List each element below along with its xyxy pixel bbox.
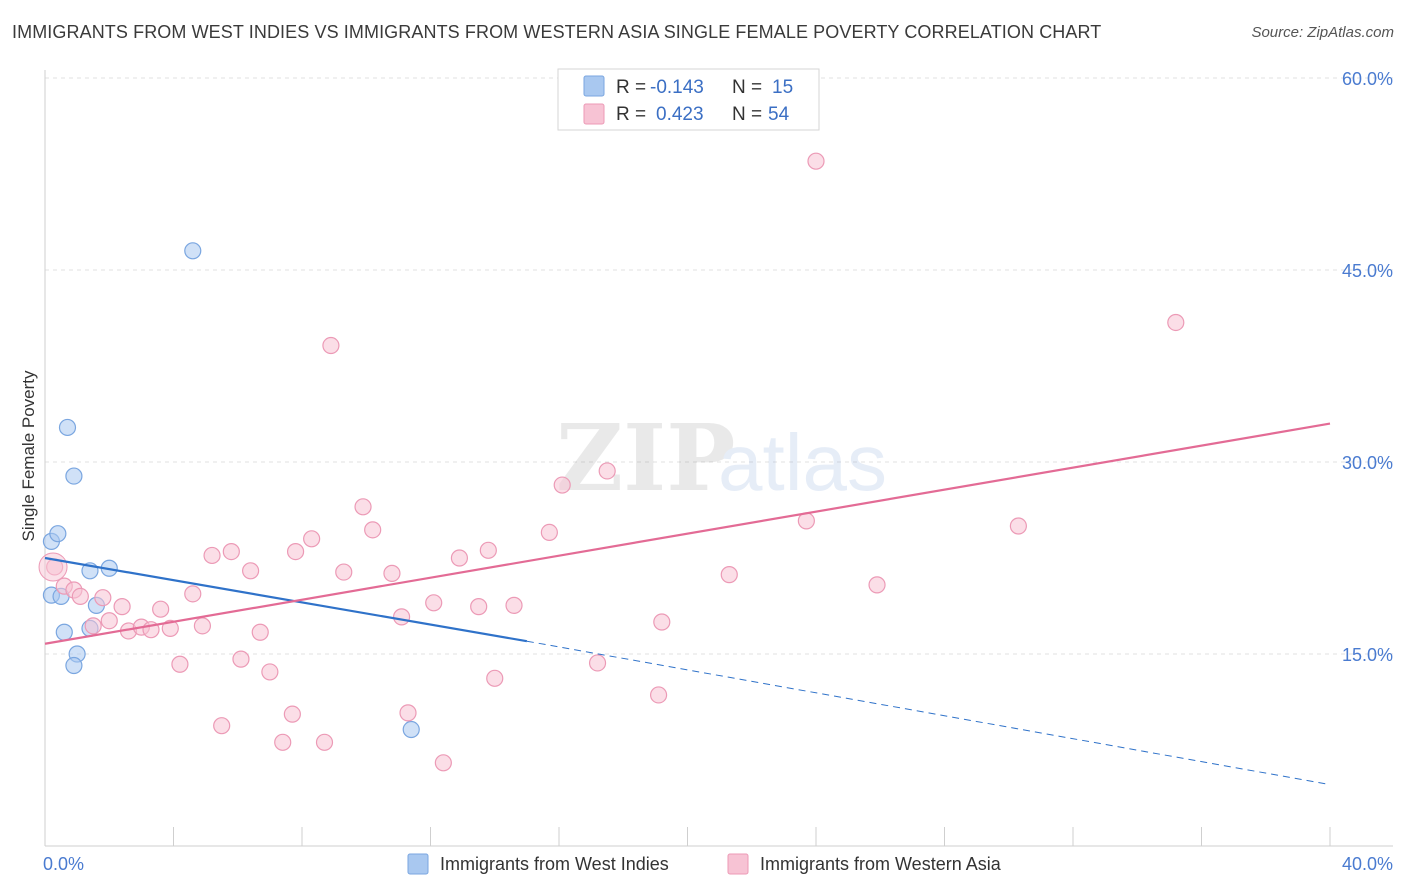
western-asia-point-29 [335, 563, 353, 581]
western-asia-point-23 [274, 733, 292, 751]
watermark-zip: ZIP [556, 404, 735, 512]
western-asia-cluster-point [38, 552, 68, 582]
western-asia-point-19 [232, 650, 250, 668]
west-indies-point-4 [58, 418, 77, 437]
western-asia-point-43 [553, 476, 571, 494]
western-asia-point-4 [84, 617, 102, 635]
western-asia-point-12 [161, 619, 179, 638]
western-asia-point-24 [283, 705, 301, 723]
western-asia-point-37 [450, 549, 469, 567]
western-asia-point-13 [171, 655, 189, 673]
western-asia-point-14 [184, 585, 202, 603]
western-asia-point-5 [94, 589, 112, 607]
west-indies-point-5 [65, 467, 83, 485]
chart-title: IMMIGRANTS FROM WEST INDIES VS IMMIGRANT… [12, 22, 1102, 42]
western-asia-point-53 [1167, 313, 1185, 332]
legend-r-value-2: 0.423 [656, 104, 704, 125]
west-indies-trend-line [44, 556, 528, 643]
western-asia-point-3 [71, 587, 89, 606]
western-asia-point-11 [152, 600, 170, 618]
western-asia-point-51 [868, 576, 886, 594]
western-asia-point-20 [242, 562, 260, 580]
western-asia-point-39 [479, 541, 497, 559]
bottom-legend-swatch-west-indies [407, 853, 429, 875]
western-asia-point-35 [425, 594, 443, 612]
western-asia-point-25 [286, 542, 305, 561]
legend-n-label-2: N = [732, 104, 762, 125]
west-indies-point-13 [184, 242, 202, 260]
western-asia-point-6 [100, 612, 118, 630]
western-asia-point-41 [505, 596, 523, 614]
trend-lines [44, 422, 1331, 786]
western-asia-point-27 [315, 733, 334, 751]
western-asia-point-33 [392, 608, 411, 626]
source-label: Source: ZipAtlas.com [1251, 24, 1394, 41]
west-indies-point-10 [55, 623, 73, 641]
y-tick-label-15: 15.0% [1342, 645, 1393, 665]
western-asia-point-17 [213, 717, 231, 735]
western-asia-point-50 [807, 152, 825, 170]
western-asia-point-15 [193, 617, 212, 635]
western-asia-point-36 [434, 754, 452, 772]
legend-r-value-1: -0.143 [650, 77, 704, 98]
legend-n-label-1: N = [732, 77, 762, 98]
western-asia-point-7 [113, 598, 131, 616]
western-asia-trend-line [44, 422, 1331, 645]
west-indies-point-1 [49, 525, 67, 543]
legend-swatch-western-asia [583, 103, 605, 125]
western-asia-point-45 [598, 462, 616, 480]
legend-swatch-west-indies [583, 75, 605, 97]
x-tick-label-max: 40.0% [1342, 854, 1393, 874]
west-indies-point-12 [65, 656, 83, 675]
western-asia-point-42 [540, 523, 558, 542]
western-asia-point-26 [303, 530, 321, 548]
legend-n-value-2: 54 [768, 104, 790, 125]
west-indies-trend-extension [526, 640, 1331, 786]
western-asia-point-22 [261, 663, 279, 681]
y-axis-title: Single Female Poverty [19, 370, 38, 542]
y-tick-label-30: 30.0% [1342, 453, 1393, 473]
watermark-atlas: atlas [718, 418, 887, 507]
western-asia-point-16 [203, 546, 221, 565]
y-tick-label-45: 45.0% [1342, 261, 1393, 281]
western-asia-point-28 [322, 336, 340, 355]
western-asia-point-38 [470, 598, 488, 616]
western-asia-point-18 [222, 542, 240, 561]
data-points [38, 152, 1185, 772]
western-asia-point-30 [354, 498, 372, 516]
western-asia-point-21 [251, 623, 269, 641]
legend-r-label-1: R = [616, 77, 646, 98]
western-asia-point-31 [364, 521, 382, 539]
legend-r-label-2: R = [616, 104, 646, 125]
western-asia-point-48 [720, 566, 738, 584]
x-tick-label-min: 0.0% [43, 854, 84, 874]
y-tick-label-60: 60.0% [1342, 69, 1393, 89]
bottom-legend-swatch-western-asia [727, 853, 749, 875]
western-asia-point-46 [649, 686, 668, 704]
western-asia-point-47 [653, 613, 671, 631]
y-tick-labels: 15.0% 30.0% 45.0% 60.0% [1342, 69, 1393, 665]
gridlines [45, 77, 1393, 655]
bottom-legend-label-western-asia: Immigrants from Western Asia [760, 854, 1002, 874]
western-asia-point-32 [383, 564, 401, 582]
western-asia-point-52 [1009, 517, 1027, 535]
watermark: ZIP atlas [556, 404, 887, 512]
western-asia-point-44 [588, 654, 607, 672]
x-axis-ticks [44, 827, 1331, 846]
legend: R = -0.143 N = 15 R = 0.423 N = 54 [557, 68, 820, 131]
legend-n-value-1: 15 [772, 77, 793, 98]
bottom-legend-label-west-indies: Immigrants from West Indies [440, 854, 669, 874]
west-indies-point-14 [402, 720, 420, 739]
western-asia-point-40 [486, 669, 504, 687]
bottom-legend: Immigrants from West Indies Immigrants f… [407, 853, 1002, 875]
western-asia-point-34 [399, 704, 417, 722]
